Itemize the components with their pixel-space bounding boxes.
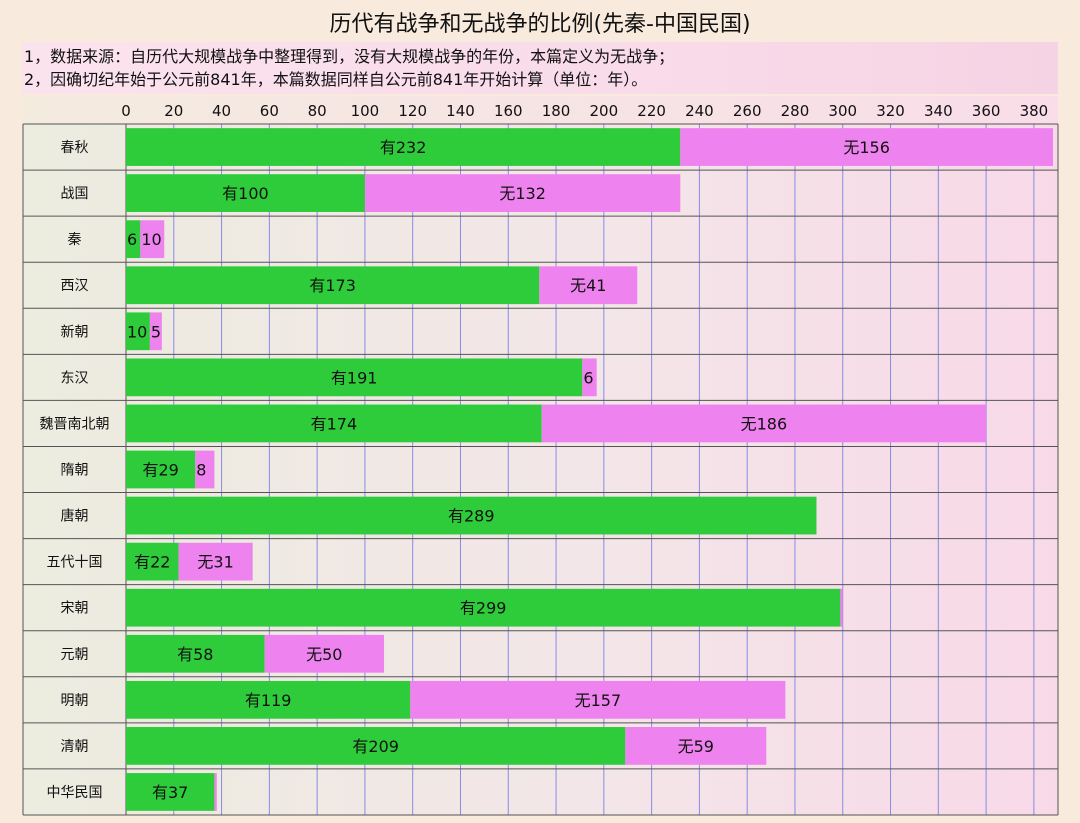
data-label-war: 有119 xyxy=(245,691,292,710)
category-label: 隋朝 xyxy=(61,463,89,479)
data-label-war: 有29 xyxy=(142,461,178,480)
data-label-war: 10 xyxy=(127,322,147,341)
x-tick-label: 300 xyxy=(828,102,857,120)
bar-war xyxy=(126,128,681,166)
data-label-no-war: 无41 xyxy=(570,276,606,295)
data-label-no-war: 无59 xyxy=(678,737,714,756)
axis-band xyxy=(23,96,1058,124)
data-label-no-war: 10 xyxy=(141,230,161,249)
bar-war xyxy=(126,588,841,627)
x-tick-label: 80 xyxy=(308,102,327,120)
bar-no-war xyxy=(541,404,987,443)
bar-war xyxy=(126,220,141,259)
note-2: 2，因确切纪年始于公元前841年，本篇数据同样自公元前841年开始计算（单位：年… xyxy=(24,70,648,89)
bar-war xyxy=(126,680,411,719)
chart-title: 历代有战争和无战争的比例(先秦-中国民国) xyxy=(329,12,751,37)
x-tick-label: 260 xyxy=(733,102,762,120)
data-label-no-war: 无132 xyxy=(499,184,546,203)
notes-panel: 1，数据来源：自历代大规模战争中整理得到，没有大规模战争的年份，本篇定义为无战争… xyxy=(22,42,1058,94)
data-label-war: 有58 xyxy=(177,645,213,664)
category-label: 西汉 xyxy=(61,278,89,294)
x-tick-label: 180 xyxy=(542,102,571,120)
data-label-no-war: 无50 xyxy=(306,645,342,664)
data-label-no-war: 无186 xyxy=(741,414,788,433)
data-label-no-war: 8 xyxy=(196,461,206,480)
bar-no-war xyxy=(195,450,215,489)
bar-war xyxy=(126,312,150,351)
data-label-no-war: 5 xyxy=(151,322,161,341)
note-1: 1，数据来源：自历代大规模战争中整理得到，没有大规模战争的年份，本篇定义为无战争… xyxy=(24,47,675,66)
bar-war xyxy=(126,404,542,443)
bar-no-war xyxy=(582,358,597,397)
data-label-war: 有209 xyxy=(352,737,399,756)
category-label: 东汉 xyxy=(61,370,89,386)
data-label-no-war: 无156 xyxy=(843,138,890,157)
data-label-war: 有100 xyxy=(222,184,269,203)
bar-no-war xyxy=(140,220,165,259)
category-label: 元朝 xyxy=(61,647,89,663)
data-label-war: 有191 xyxy=(331,368,378,387)
category-label: 中华民国 xyxy=(47,785,103,801)
x-tick-label: 120 xyxy=(398,102,427,120)
bar-no-war xyxy=(264,634,385,673)
bar-no-war xyxy=(625,727,767,765)
x-tick-label: 360 xyxy=(972,102,1001,120)
data-label-war: 6 xyxy=(127,230,137,249)
category-label: 春秋 xyxy=(61,140,89,156)
data-label-war: 有22 xyxy=(134,553,170,572)
category-label: 清朝 xyxy=(61,739,89,755)
data-label-war: 有174 xyxy=(311,414,358,433)
bar-no-war xyxy=(178,542,253,581)
data-label-no-war: 6 xyxy=(583,368,593,387)
bar-war xyxy=(126,358,583,397)
bar-war xyxy=(126,496,817,535)
bar-war xyxy=(126,634,265,673)
category-label: 魏晋南北朝 xyxy=(40,416,110,432)
category-label: 五代十国 xyxy=(47,555,103,571)
data-label-no-war: 无31 xyxy=(197,553,233,572)
x-tick-label: 0 xyxy=(121,102,131,120)
x-tick-label: 240 xyxy=(685,102,714,120)
x-tick-label: 200 xyxy=(590,102,619,120)
category-label: 新朝 xyxy=(61,324,89,340)
data-label-war: 有173 xyxy=(309,276,356,295)
data-label-war: 有232 xyxy=(380,138,427,157)
category-label: 唐朝 xyxy=(61,508,89,525)
data-label-war: 有37 xyxy=(152,783,188,802)
bar-no-war xyxy=(539,266,638,305)
category-label: 秦 xyxy=(68,232,82,248)
bar-war xyxy=(126,450,196,489)
x-tick-label: 60 xyxy=(260,102,279,120)
bar-no-war xyxy=(410,680,786,719)
bar-no-war xyxy=(364,174,681,212)
category-label: 明朝 xyxy=(61,693,89,709)
x-tick-label: 340 xyxy=(924,102,953,120)
x-tick-label: 40 xyxy=(212,102,231,120)
x-tick-label: 220 xyxy=(637,102,666,120)
x-tick-label: 140 xyxy=(446,102,475,120)
bar-war xyxy=(126,266,540,305)
x-tick-label: 100 xyxy=(351,102,380,120)
data-label-war: 有299 xyxy=(460,599,507,618)
bar-no-war xyxy=(680,128,1053,166)
x-tick-label: 320 xyxy=(876,102,905,120)
category-label: 宋朝 xyxy=(61,601,89,617)
x-tick-label: 20 xyxy=(164,102,183,120)
x-tick-label: 160 xyxy=(494,102,523,120)
data-label-war: 有289 xyxy=(448,507,495,526)
bar-war xyxy=(126,727,626,765)
bar-no-war xyxy=(840,588,843,627)
x-tick-label: 380 xyxy=(1020,102,1049,120)
bar-war xyxy=(126,542,179,581)
x-tick-label: 280 xyxy=(781,102,810,120)
bar-war xyxy=(126,174,365,212)
bar-war xyxy=(126,773,215,811)
category-label: 战国 xyxy=(61,186,89,202)
bar-no-war xyxy=(149,312,162,351)
bar-no-war xyxy=(214,773,217,811)
data-label-no-war: 无157 xyxy=(575,691,622,710)
